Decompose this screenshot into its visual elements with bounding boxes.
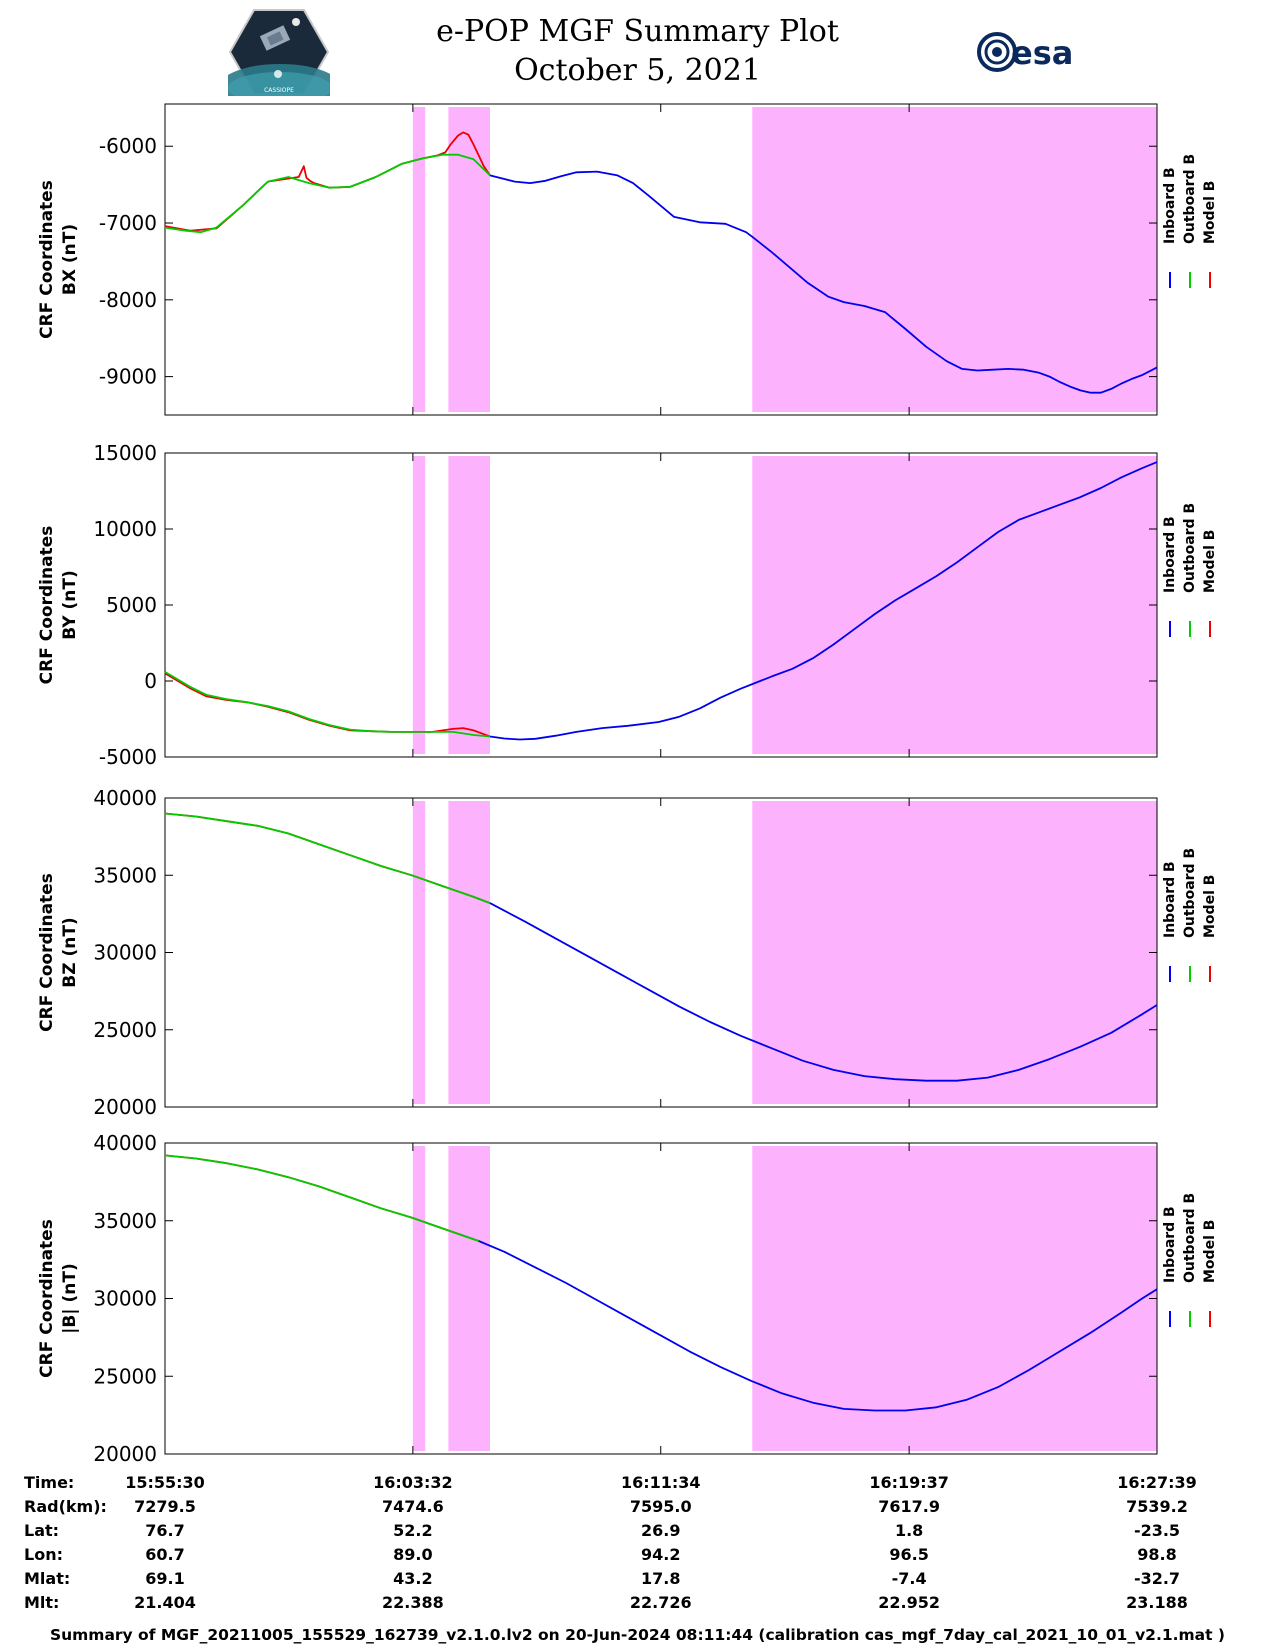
legend-label-2-1: Inboard B (1162, 516, 1178, 593)
footer-caption: Summary of MGF_20211005_155529_162739_v2… (49, 1626, 1226, 1644)
legend-label-4-3: Model B (1202, 1220, 1218, 1283)
shaded-interval-2-3 (752, 456, 1157, 754)
outboard-line-4 (164, 1154, 479, 1242)
ytick-label-2-3: 5000 (106, 593, 157, 617)
esa-logo-text: esa (1011, 34, 1073, 72)
ytick-label-4-3: 30000 (93, 1287, 157, 1311)
shaded-interval-1-2 (448, 107, 491, 412)
legend-label-1-2: Outboard B (1182, 154, 1198, 244)
ytick-label-2-1: -5000 (99, 745, 157, 769)
ytick-label-2-2: 0 (144, 669, 157, 693)
shaded-interval-1-3 (752, 107, 1157, 412)
inboard-line-1 (489, 170, 1158, 394)
outboard-line-3 (164, 812, 491, 904)
ytick-label-3-3: 30000 (93, 941, 157, 965)
cassiope-logo-text: CASSIOPE (264, 87, 294, 94)
ytick-label-1-1: -6000 (99, 134, 157, 158)
plot-title: e-POP MGF Summary Plot (436, 14, 839, 49)
inboard-line-4 (478, 1240, 1158, 1412)
legend-label-1-3: Model B (1202, 181, 1218, 244)
ylabel-line1-3: CRF Coordinates (37, 873, 57, 1032)
ytick-label-4-5: 40000 (93, 1131, 157, 1155)
inboard-line-3 (489, 902, 1158, 1082)
plot-date: October 5, 2021 (514, 53, 761, 88)
esa-logo: esa (977, 32, 1073, 72)
model-line-1 (164, 131, 491, 232)
legend-label-3-1: Inboard B (1162, 861, 1178, 938)
inboard-line-2 (489, 461, 1158, 741)
shaded-interval-1-1 (412, 107, 426, 412)
shaded-interval-4-3 (752, 1146, 1157, 1451)
ylabel-line1-1: CRF Coordinates (37, 180, 57, 339)
ytick-label-3-4: 35000 (93, 863, 157, 887)
ylabel-line2-1: BX (nT) (60, 224, 80, 295)
shaded-interval-4-1 (412, 1146, 426, 1451)
ytick-label-3-5: 40000 (93, 786, 157, 810)
ytick-label-3-2: 25000 (93, 1018, 157, 1042)
ytick-label-2-4: 10000 (93, 517, 157, 541)
ytick-label-1-2: -7000 (99, 211, 157, 235)
ytick-label-1-3: -8000 (99, 288, 157, 312)
ytick-label-1-4: -9000 (99, 365, 157, 389)
ylabel-line2-2: BY (nT) (60, 570, 80, 640)
model-line-3 (164, 812, 491, 904)
legend-label-1-1: Inboard B (1162, 167, 1178, 244)
model-line-4 (164, 1154, 479, 1242)
outboard-line-1 (164, 153, 491, 234)
ytick-label-4-1: 20000 (93, 1442, 157, 1466)
legend-label-2-3: Model B (1202, 530, 1218, 593)
shaded-interval-3-2 (448, 801, 491, 1104)
shaded-interval-2-1 (412, 456, 426, 754)
ytick-label-4-2: 25000 (93, 1364, 157, 1388)
outboard-line-2 (164, 671, 491, 738)
legend-label-4-1: Inboard B (1162, 1206, 1178, 1283)
legend-label-4-2: Outboard B (1182, 1193, 1198, 1283)
shaded-interval-2-2 (448, 456, 491, 754)
ylabel-line2-3: BZ (nT) (60, 917, 80, 987)
ylabel-line1-4: CRF Coordinates (37, 1219, 57, 1378)
legend-label-3-2: Outboard B (1182, 848, 1198, 938)
ytick-label-3-1: 20000 (93, 1095, 157, 1119)
shaded-interval-3-3 (752, 801, 1157, 1104)
ylabel-line1-2: CRF Coordinates (37, 526, 57, 685)
cassiope-mission-logo: CASSIOPE (228, 9, 330, 96)
model-line-2 (164, 672, 491, 738)
plot-header: CASSIOPE e-POP MGF Summary Plot October … (0, 0, 1275, 100)
legend-label-2-2: Outboard B (1182, 503, 1198, 593)
ylabel-line2-4: |B| (nT) (60, 1263, 80, 1334)
shaded-interval-4-2 (448, 1146, 491, 1451)
shaded-interval-3-1 (412, 801, 426, 1104)
ytick-label-4-4: 35000 (93, 1209, 157, 1233)
ytick-label-2-5: 15000 (93, 441, 157, 465)
legend-label-3-3: Model B (1202, 875, 1218, 938)
